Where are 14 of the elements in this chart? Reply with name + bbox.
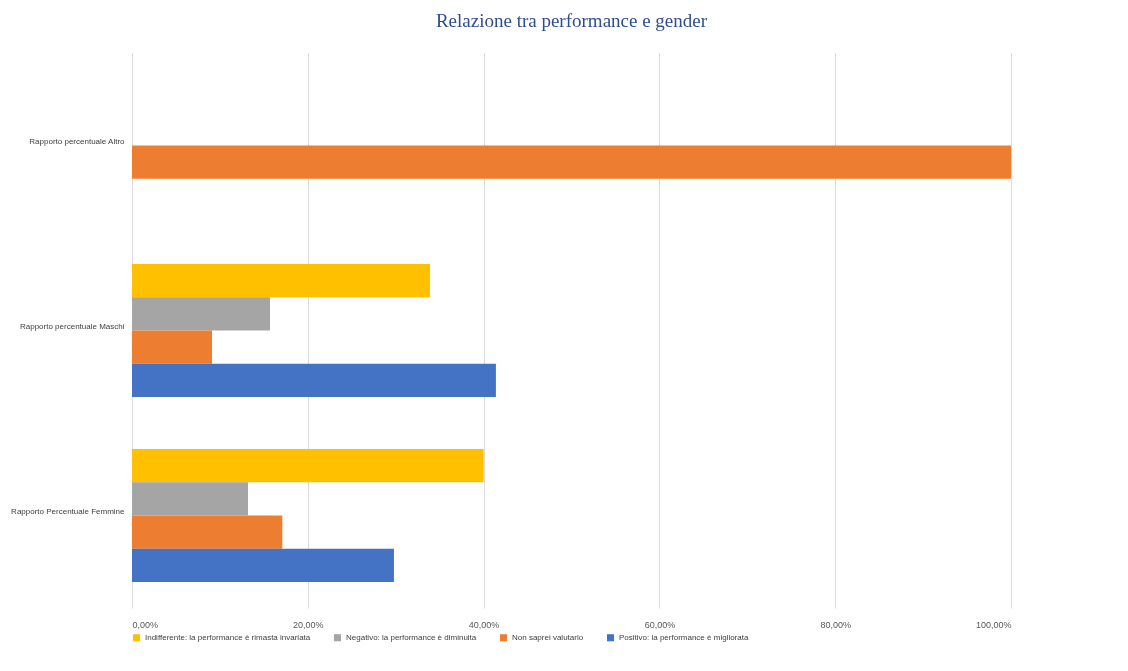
legend-label: Negativo: la performance è diminuita [346,632,477,642]
x-tick-label: 100,00% [975,619,1012,630]
x-tick-label: 80,00% [820,619,851,630]
legend-label: Positivo: la performance è migliorata [619,632,749,642]
legend-label: Non saprei valutarlo [512,632,584,642]
x-tick-label: 20,00% [293,619,324,630]
y-tick-label: Rapporto Percentuale Femmine [11,506,126,516]
chart-title: Relazione tra performance e gender [435,10,708,31]
y-tick-label: Rapporto percentuale Altro [29,136,126,146]
legend-label: Indifferente: la performance è rimasta invariata [145,632,311,642]
x-tick-label: 60,00% [644,619,676,630]
y-tick-label: Rapporto percentuale Maschi [19,321,125,331]
x-tick-label: 40,00% [468,619,500,630]
x-tick-label: 0,00% [132,619,159,630]
